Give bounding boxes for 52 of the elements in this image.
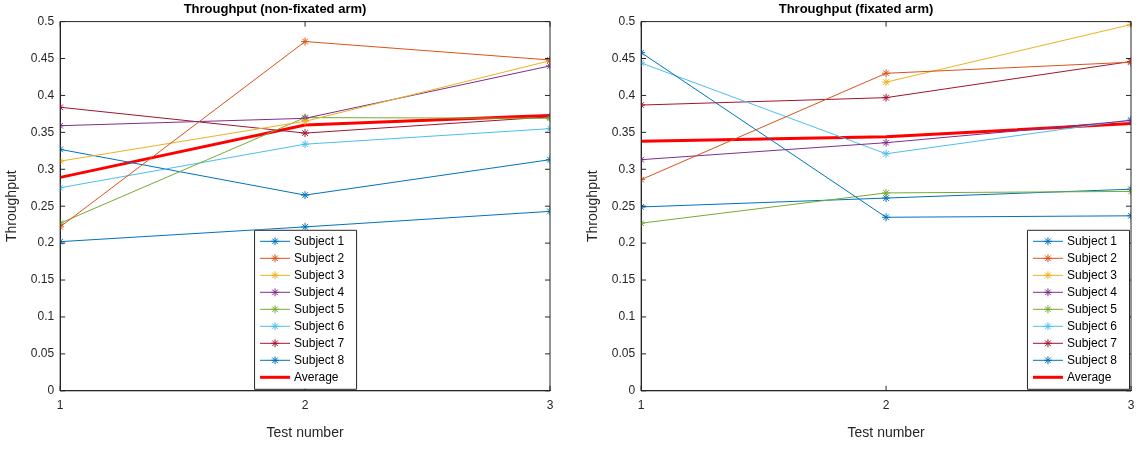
legend-label: Subject 2: [294, 250, 345, 265]
legend-label: Subject 6: [294, 318, 345, 333]
y-tick-label: 0.25: [611, 198, 636, 213]
legend-label: Subject 1: [1066, 233, 1118, 248]
x-tick-label: 3: [546, 398, 554, 413]
legend-label: Subject 5: [294, 301, 345, 316]
y-tick-label: 0.15: [611, 272, 636, 287]
legend-label: Subject 3: [294, 267, 345, 282]
x-tick-label: 3: [1127, 398, 1135, 413]
x-axis-title: Test number: [266, 424, 344, 441]
y-axis-title: Throughput: [3, 170, 20, 242]
legend-label: Subject 7: [1066, 335, 1118, 350]
y-tick-label: 0.2: [618, 235, 636, 250]
x-axis-title: Test number: [847, 424, 925, 441]
chart-title: Throughput (fixated arm): [778, 1, 934, 17]
y-tick-label: 0.35: [611, 124, 636, 139]
y-tick-label: 0.5: [618, 13, 636, 28]
y-tick-label: 0.3: [618, 161, 636, 176]
y-tick-label: 0.35: [30, 124, 55, 139]
y-tick-label: 0.1: [37, 309, 55, 324]
legend-label: Subject 7: [294, 335, 345, 350]
legend-label: Average: [1066, 369, 1112, 384]
y-tick-label: 0.45: [30, 50, 55, 65]
y-tick-label: 0.1: [618, 309, 636, 324]
y-tick-label: 0.4: [37, 87, 55, 102]
legend-label: Subject 3: [1066, 267, 1118, 282]
x-tick-label: 1: [56, 398, 64, 413]
y-tick-label: 0.45: [611, 50, 636, 65]
y-axis-title: Throughput: [584, 170, 601, 242]
legend-label: Subject 2: [1066, 250, 1118, 265]
y-tick-label: 0.2: [37, 235, 55, 250]
legend-label: Subject 4: [1066, 284, 1118, 299]
y-tick-label: 0.15: [30, 272, 55, 287]
y-tick-label: 0.05: [611, 346, 636, 361]
y-tick-label: 0.3: [37, 161, 55, 176]
x-tick-label: 2: [301, 398, 309, 413]
y-tick-label: 0.5: [37, 13, 55, 28]
x-tick-label: 1: [637, 398, 645, 413]
x-tick-label: 2: [882, 398, 890, 413]
chart-title: Throughput (non-fixated arm): [183, 1, 367, 17]
legend-label: Average: [294, 369, 339, 384]
y-tick-label: 0.4: [618, 87, 636, 102]
y-tick-label: 0: [628, 383, 636, 398]
legend-label: Subject 8: [294, 352, 345, 367]
y-tick-label: 0.25: [30, 198, 55, 213]
legend-label: Subject 8: [1066, 352, 1118, 367]
y-tick-label: 0: [47, 383, 55, 398]
legend-label: Subject 6: [1066, 318, 1118, 333]
legend-label: Subject 5: [1066, 301, 1118, 316]
legend-label: Subject 1: [294, 233, 345, 248]
y-tick-label: 0.05: [30, 346, 55, 361]
legend-label: Subject 4: [294, 284, 345, 299]
